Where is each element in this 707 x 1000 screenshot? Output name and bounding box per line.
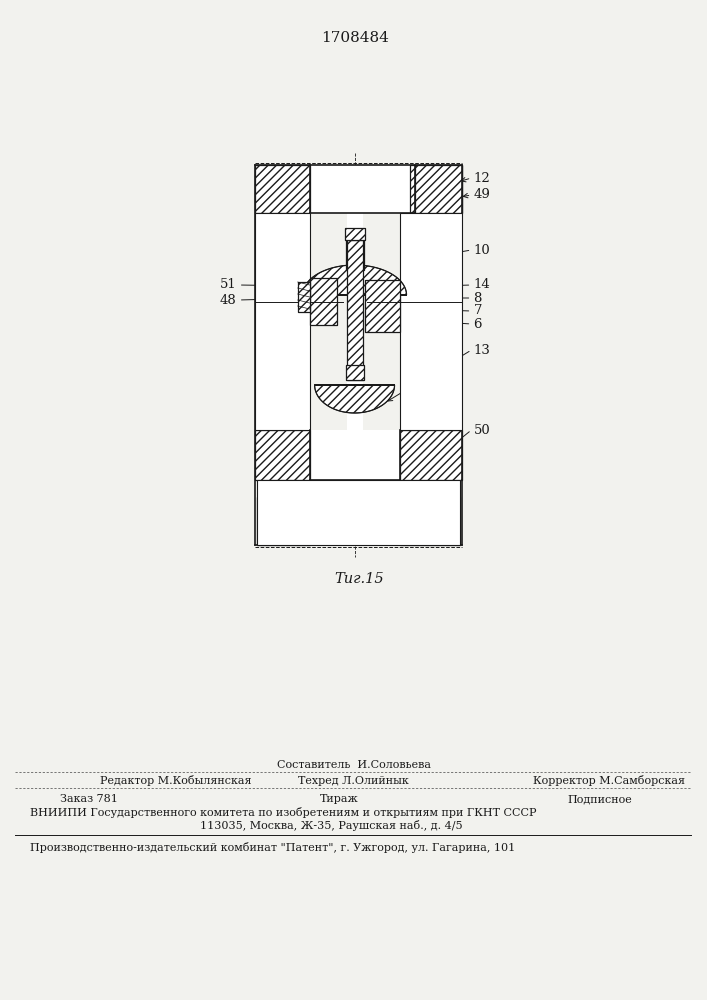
Text: 10: 10: [474, 243, 490, 256]
Text: 49: 49: [474, 188, 491, 202]
Polygon shape: [409, 165, 462, 213]
Text: 6: 6: [474, 318, 482, 330]
Text: Редактор М.Кобылянская: Редактор М.Кобылянская: [100, 775, 252, 786]
Text: 1708484: 1708484: [321, 31, 389, 45]
Text: 14: 14: [474, 278, 490, 292]
Text: 8: 8: [474, 292, 482, 304]
Polygon shape: [255, 165, 310, 213]
Text: Подписное: Подписное: [567, 794, 631, 804]
Text: Составитель  И.Соловьева: Составитель И.Соловьева: [276, 760, 431, 770]
Polygon shape: [310, 278, 337, 325]
Text: Τиг.15: Τиг.15: [335, 572, 385, 586]
Polygon shape: [255, 430, 310, 480]
Text: 12: 12: [474, 172, 490, 184]
Polygon shape: [365, 280, 399, 332]
Text: ВНИИПИ Государственного комитета по изобретениям и открытиям при ГКНТ СССР: ВНИИПИ Государственного комитета по изоб…: [30, 807, 537, 818]
Bar: [399, 213, 462, 430]
Polygon shape: [344, 228, 365, 240]
Polygon shape: [346, 240, 363, 380]
Polygon shape: [399, 430, 462, 480]
Text: 50: 50: [474, 424, 490, 436]
Bar: [310, 165, 409, 213]
Text: Производственно-издательский комбинат "Патент", г. Ужгород, ул. Гагарина, 101: Производственно-издательский комбинат "П…: [30, 842, 515, 853]
Polygon shape: [346, 235, 363, 270]
Polygon shape: [257, 497, 310, 545]
Polygon shape: [414, 165, 462, 213]
Polygon shape: [298, 282, 310, 312]
Text: 7: 7: [474, 304, 482, 318]
Text: Корректор М.Самборская: Корректор М.Самборская: [533, 775, 685, 786]
Polygon shape: [315, 385, 395, 413]
Bar: [310, 430, 399, 480]
Text: Тираж: Тираж: [320, 794, 359, 804]
Text: 51: 51: [220, 278, 237, 292]
Bar: [255, 213, 310, 430]
Text: Заказ 781: Заказ 781: [60, 794, 118, 804]
Text: 48: 48: [220, 294, 237, 306]
Polygon shape: [303, 265, 407, 295]
Polygon shape: [399, 497, 460, 545]
Text: 113035, Москва, Ж-35, Раушская наб., д. 4/5: 113035, Москва, Ж-35, Раушская наб., д. …: [200, 820, 462, 831]
Bar: [257, 480, 460, 545]
Bar: [346, 165, 363, 545]
Polygon shape: [346, 365, 363, 380]
Text: Техред Л.Олийнык: Техред Л.Олийнык: [298, 776, 409, 786]
Text: 13: 13: [474, 344, 491, 357]
